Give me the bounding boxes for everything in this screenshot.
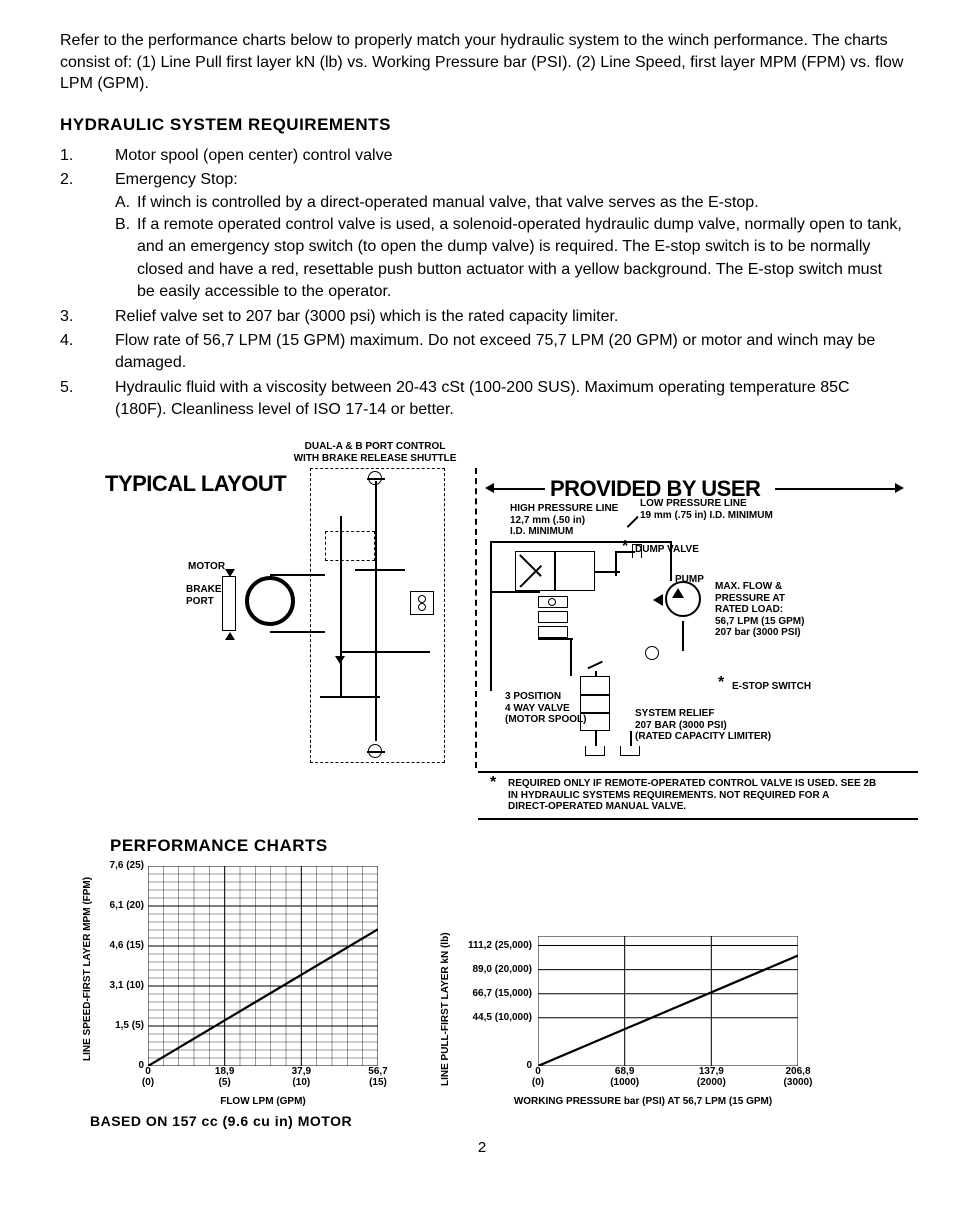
req-text: Hydraulic fluid with a viscosity between…	[115, 377, 904, 422]
section-title: HYDRAULIC SYSTEM REQUIREMENTS	[60, 115, 904, 135]
lp-line-label: LOW PRESSURE LINE	[640, 498, 747, 509]
max-flow-label: MAX. FLOW &	[715, 581, 782, 592]
req-text: Motor spool (open center) control valve	[115, 145, 904, 167]
page-number: 2	[60, 1139, 904, 1156]
relief-label: 207 BAR (3000 PSI)	[635, 720, 727, 731]
req-text: Flow rate of 56,7 LPM (15 GPM) maximum. …	[115, 330, 904, 375]
req-2: 2. Emergency Stop: A. If winch is contro…	[60, 169, 904, 303]
req-2b: B. If a remote operated control valve is…	[115, 214, 904, 304]
chart2-xlabel: WORKING PRESSURE bar (PSI) AT 56,7 LPM (…	[488, 1096, 798, 1107]
chart1-xlabel: FLOW LPM (GPM)	[148, 1096, 378, 1107]
dump-valve-label: DUMP VALVE	[635, 544, 699, 556]
chart1-ytick: 4,6 (15)	[74, 940, 144, 951]
sub-text: If a remote operated control valve is us…	[137, 214, 904, 304]
chart2-ytick: 89,0 (20,000)	[432, 964, 532, 975]
note-text: IN HYDRAULIC SYSTEMS REQUIREMENTS. NOT R…	[508, 790, 829, 801]
req-1: 1. Motor spool (open center) control val…	[60, 145, 904, 167]
valve-label: 3 POSITION	[505, 691, 561, 702]
based-on-text: BASED ON 157 cc (9.6 cu in) MOTOR	[90, 1113, 904, 1129]
req-text: Relief valve set to 207 bar (3000 psi) w…	[115, 306, 904, 328]
hp-line-label: HIGH PRESSURE LINE	[510, 503, 618, 514]
req-num: 1.	[60, 145, 115, 167]
intro-text: Refer to the performance charts below to…	[60, 30, 904, 95]
chart1-xtick: 56,7(15)	[353, 1066, 403, 1088]
charts-title: PERFORMANCE CHARTS	[110, 836, 904, 856]
max-flow-label: RATED LOAD:	[715, 604, 783, 615]
req-3: 3. Relief valve set to 207 bar (3000 psi…	[60, 306, 904, 328]
note-text: REQUIRED ONLY IF REMOTE-OPERATED CONTROL…	[508, 778, 876, 789]
line-pull-chart: LINE PULL-FIRST LAYER kN (lb) 111,2 (25,…	[428, 936, 798, 1107]
diagram-top-label: WITH BRAKE RELEASE SHUTTLE	[294, 453, 457, 464]
layout-title: TYPICAL LAYOUT	[105, 471, 286, 497]
chart1-ytick: 7,6 (25)	[74, 860, 144, 871]
note-text: DIRECT-OPERATED MANUAL VALVE.	[508, 801, 686, 812]
max-flow-label: PRESSURE AT	[715, 593, 785, 604]
chart1-xtick: 37,9(10)	[276, 1066, 326, 1088]
estop-label: E-STOP SWITCH	[732, 681, 811, 693]
star-icon: *	[718, 674, 724, 692]
req-num: 2.	[60, 169, 115, 303]
line-speed-chart: LINE SPEED-FIRST LAYER MPM (FPM) 7,6 (25…	[70, 866, 378, 1107]
req-text: Emergency Stop:	[115, 169, 904, 191]
req-num: 3.	[60, 306, 115, 328]
chart2-xtick: 68,9(1000)	[600, 1066, 650, 1088]
sub-letter: B.	[115, 214, 137, 304]
sub-letter: A.	[115, 192, 137, 214]
hydraulic-diagram: DUAL-A & B PORT CONTROL WITH BRAKE RELEA…	[60, 446, 920, 826]
valve-label: (MOTOR SPOOL)	[505, 714, 586, 725]
chart1-ytick: 3,1 (10)	[74, 980, 144, 991]
charts-row: LINE SPEED-FIRST LAYER MPM (FPM) 7,6 (25…	[70, 866, 904, 1107]
lp-line-label: 19 mm (.75 in) I.D. MINIMUM	[640, 510, 773, 521]
chart2-ytick: 44,5 (10,000)	[432, 1012, 532, 1023]
chart1-ytick: 6,1 (20)	[74, 900, 144, 911]
chart1-xtick: 18,9(5)	[200, 1066, 250, 1088]
req-5: 5. Hydraulic fluid with a viscosity betw…	[60, 377, 904, 422]
relief-label: (RATED CAPACITY LIMITER)	[635, 731, 771, 742]
hp-line-label: I.D. MINIMUM	[510, 526, 573, 537]
valve-label: 4 WAY VALVE	[505, 703, 570, 714]
req-2a: A. If winch is controlled by a direct-op…	[115, 192, 904, 214]
req-num: 4.	[60, 330, 115, 375]
requirements-list: 1. Motor spool (open center) control val…	[60, 145, 904, 422]
max-flow-label: 56,7 LPM (15 GPM)	[715, 616, 804, 627]
star-icon: *	[490, 774, 496, 792]
relief-label: SYSTEM RELIEF	[635, 708, 714, 719]
chart2-xtick: 137,9(2000)	[686, 1066, 736, 1088]
chart2-ytick: 111,2 (25,000)	[432, 940, 532, 951]
chart2-ytick: 66,7 (15,000)	[432, 988, 532, 999]
max-flow-label: 207 bar (3000 PSI)	[715, 627, 801, 638]
hp-line-label: 12,7 mm (.50 in)	[510, 515, 585, 526]
chart1-xtick: 0(0)	[123, 1066, 173, 1088]
pump-label: PUMP	[675, 574, 704, 586]
chart2-xtick: 206,8(3000)	[773, 1066, 823, 1088]
chart1-ytick: 1,5 (5)	[74, 1020, 144, 1031]
chart2-xtick: 0(0)	[513, 1066, 563, 1088]
brake-port-label: BRAKE	[186, 584, 222, 595]
req-num: 5.	[60, 377, 115, 422]
motor-label: MOTOR	[188, 561, 225, 573]
sub-text: If winch is controlled by a direct-opera…	[137, 192, 904, 214]
diagram-top-label: DUAL-A & B PORT CONTROL	[305, 441, 446, 452]
brake-port-label: PORT	[186, 596, 214, 607]
req-4: 4. Flow rate of 56,7 LPM (15 GPM) maximu…	[60, 330, 904, 375]
